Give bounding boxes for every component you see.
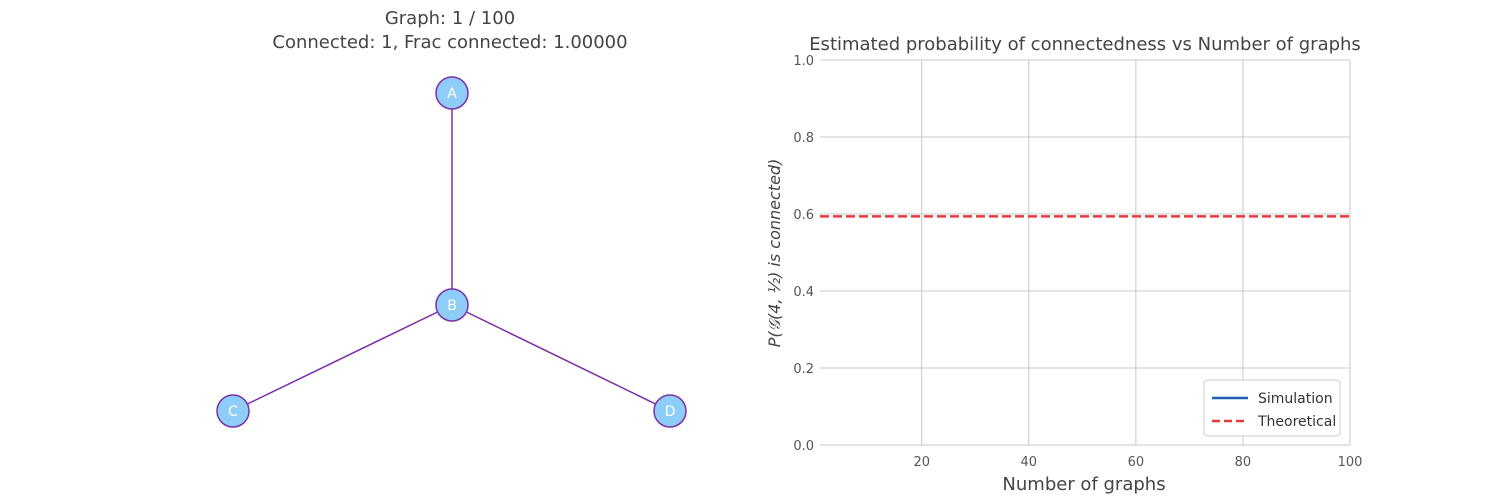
chart-grid <box>820 59 1351 446</box>
node-label: A <box>447 86 457 102</box>
x-tick-label: 80 <box>1235 455 1252 470</box>
y-tick-label: 0.8 <box>793 131 814 146</box>
y-tick-label: 0.0 <box>793 439 814 454</box>
edge-b-d <box>451 304 671 412</box>
node-circle <box>435 76 469 110</box>
graph-edges <box>232 93 671 412</box>
node-circle <box>435 288 469 322</box>
node-b: B <box>435 288 469 322</box>
graph-title-line1: Graph: 1 / 100 <box>384 8 516 29</box>
y-tick-label: 0.2 <box>793 362 814 377</box>
graph-nodes: A B C D <box>216 76 687 428</box>
node-circle <box>216 394 250 428</box>
chart-title: Estimated probability of connectedness v… <box>809 34 1361 55</box>
node-label: D <box>665 404 676 420</box>
node-c: C <box>216 394 250 428</box>
node-circle <box>653 394 687 428</box>
legend-label-simulation: Simulation <box>1258 391 1333 407</box>
node-label: B <box>447 298 457 314</box>
y-tick-labels: 0.0 0.2 0.4 0.6 0.8 1.0 <box>793 54 814 454</box>
y-tick-label: 1.0 <box>793 54 814 69</box>
x-axis-label: Number of graphs <box>1002 474 1165 495</box>
y-axis-label: P(𝒢(4, ½) is connected) <box>765 159 784 348</box>
legend-label-theoretical: Theoretical <box>1257 414 1336 430</box>
network-graph: A B C D <box>216 76 687 428</box>
x-tick-label: 100 <box>1338 455 1363 470</box>
x-tick-label: 40 <box>1021 455 1038 470</box>
y-tick-label: 0.4 <box>793 285 814 300</box>
edge-b-c <box>232 304 453 412</box>
probability-chart: 0.0 0.2 0.4 0.6 0.8 1.0 20 40 60 80 100 Number of… <box>765 54 1362 495</box>
node-d: D <box>653 394 687 428</box>
y-tick-label: 0.6 <box>793 208 814 223</box>
node-label: C <box>228 404 238 420</box>
legend: Simulation Theoretical <box>1203 379 1341 437</box>
node-a: A <box>435 76 469 110</box>
x-tick-label: 20 <box>913 455 930 470</box>
x-tick-label: 60 <box>1128 455 1145 470</box>
graph-title-line2: Connected: 1, Frac connected: 1.00000 <box>272 32 628 53</box>
x-tick-labels: 20 40 60 80 100 <box>913 455 1362 470</box>
